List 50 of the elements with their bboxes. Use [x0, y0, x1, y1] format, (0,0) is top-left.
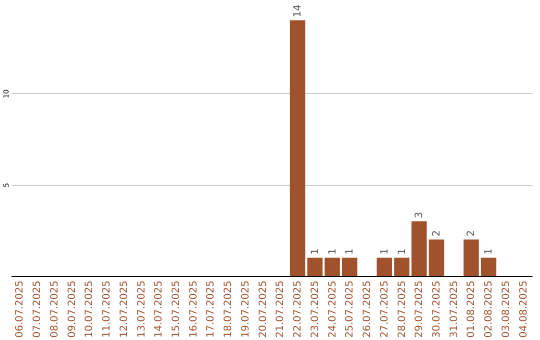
- x-tick-label: 13.07.2025: [136, 280, 148, 338]
- bar: [307, 258, 323, 276]
- data-label: 2: [466, 230, 478, 236]
- x-tick-label: 21.07.2025: [275, 280, 286, 338]
- x-tick-label: 15.07.2025: [170, 280, 182, 338]
- bar: [290, 20, 306, 276]
- data-label: 1: [379, 248, 390, 255]
- data-label: 1: [396, 248, 408, 255]
- bar: [324, 258, 340, 276]
- x-tick-label: 25.07.2025: [344, 280, 356, 338]
- x-tick-label: 14.07.2025: [154, 280, 165, 338]
- x-tick-label: 31.07.2025: [448, 280, 460, 338]
- x-tick-label: 11.07.2025: [102, 280, 113, 338]
- bar: [480, 258, 496, 276]
- bar: [342, 258, 358, 276]
- data-label: 1: [327, 248, 338, 255]
- x-tick-label: 12.07.2025: [118, 280, 130, 338]
- x-tick-label: 19.07.2025: [240, 280, 252, 338]
- x-tick-label: 23.07.2025: [310, 280, 321, 338]
- x-tick-label: 27.07.2025: [379, 280, 390, 338]
- data-label: 14: [292, 4, 304, 18]
- x-tick-label: 03.08.2025: [500, 280, 512, 338]
- x-tick-label: 26.07.2025: [362, 280, 374, 338]
- data-label: 1: [310, 248, 321, 255]
- bar: [464, 239, 479, 276]
- x-tick-label: 17.07.2025: [206, 280, 217, 338]
- x-tick-label: 24.07.2025: [327, 280, 338, 338]
- x-tick-label: 06.07.2025: [14, 280, 26, 338]
- x-tick-label: 07.07.2025: [32, 280, 44, 338]
- bar: [376, 258, 392, 276]
- x-tick-label: 28.07.2025: [396, 280, 408, 338]
- data-label: 1: [484, 248, 495, 255]
- x-tick-label: 08.07.2025: [49, 280, 60, 338]
- data-label: 3: [414, 212, 426, 218]
- x-tick-label: 18.07.2025: [223, 280, 234, 338]
- x-tick-label: 22.07.2025: [292, 280, 304, 338]
- bar: [411, 221, 427, 276]
- x-tick-label: 20.07.2025: [258, 280, 269, 338]
- x-tick-label: 09.07.2025: [66, 280, 78, 338]
- x-tick-label: 04.08.2025: [518, 280, 530, 338]
- x-tick-label: 10.07.2025: [84, 280, 96, 338]
- data-label: 2: [431, 230, 442, 236]
- bar: [394, 258, 410, 276]
- x-tick-label: 29.07.2025: [414, 280, 426, 338]
- bar: [428, 239, 444, 276]
- x-tick-label: 01.08.2025: [466, 280, 478, 338]
- x-tick-label: 30.07.2025: [431, 280, 442, 338]
- data-label: 1: [344, 248, 356, 255]
- x-tick-label: 02.08.2025: [484, 280, 495, 338]
- x-tick-label: 16.07.2025: [188, 280, 200, 338]
